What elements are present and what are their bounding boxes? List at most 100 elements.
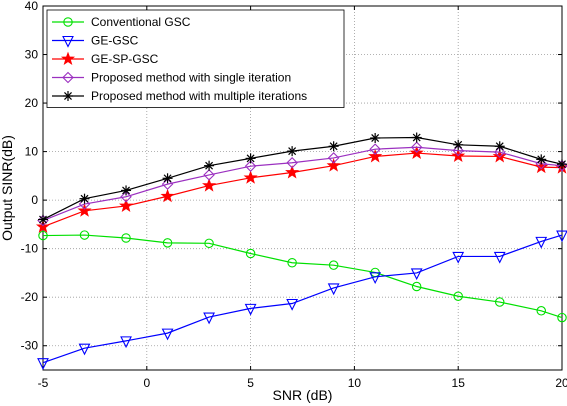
data-point: [245, 153, 256, 164]
legend-box: [46, 9, 345, 108]
x-axis-ticks: -5 0 5 10 15 20: [38, 6, 567, 390]
series-layer: [35, 132, 567, 370]
legend-marker: [62, 35, 74, 48]
series-1: [38, 230, 567, 323]
data-point: [37, 214, 49, 227]
data-point: [203, 169, 215, 181]
x-axis-label: SNR (dB): [273, 387, 333, 403]
data-point: [410, 141, 423, 154]
data-point: [370, 133, 381, 144]
legend-marker: [63, 17, 73, 27]
data-point: [286, 298, 299, 311]
x-tick-label: 15: [452, 376, 466, 390]
legend-label: Conventional GSC: [91, 15, 191, 29]
data-point: [162, 173, 173, 184]
data-point: [328, 260, 339, 270]
asterisk-stroke: [205, 161, 214, 170]
series-line: [42, 152, 563, 228]
data-point: [452, 144, 464, 157]
y-axis-ticks: -30 -20 -10 0 10 20 30 40: [21, 0, 562, 353]
data-point: [536, 154, 547, 165]
asterisk-stroke: [246, 154, 255, 163]
data-point: [204, 238, 214, 249]
asterisk-stroke: [122, 186, 130, 195]
series-line: [42, 234, 563, 319]
asterisk-stroke: [64, 92, 72, 100]
asterisk-stroke: [454, 140, 463, 149]
data-point: [326, 158, 341, 172]
data-point: [287, 146, 298, 157]
series-2: [37, 230, 567, 370]
data-point: [287, 257, 297, 268]
x-tick-label: 10: [348, 376, 362, 390]
data-point: [203, 312, 215, 325]
y-tick-label: -10: [21, 242, 39, 256]
asterisk-stroke: [412, 133, 421, 142]
data-point: [77, 203, 92, 217]
asterisk-stroke: [495, 142, 504, 151]
y-tick-label: 10: [25, 145, 39, 159]
data-point: [118, 198, 134, 212]
data-point: [493, 146, 506, 158]
data-point: [204, 160, 215, 171]
asterisk-stroke: [39, 215, 47, 224]
y-axis-label: Output SINR(dB): [0, 135, 15, 241]
data-point: [368, 149, 383, 163]
data-point: [535, 236, 548, 249]
data-point: [452, 251, 465, 264]
legend: Conventional GSC GE-GSC GE-SP-GSC Proposed …: [46, 9, 345, 108]
data-point: [327, 283, 340, 296]
plot-frame: [42, 5, 563, 371]
data-point: [453, 139, 464, 150]
data-point: [557, 159, 567, 170]
asterisk-stroke: [80, 194, 89, 203]
series-line: [42, 234, 563, 364]
legend-entry: Conventional GSC: [52, 15, 191, 29]
data-point: [78, 343, 91, 356]
data-point: [121, 185, 132, 196]
data-point: [453, 291, 463, 301]
legend-entry: Proposed method with multiple iterations: [52, 89, 307, 103]
y-tick-label: 30: [25, 48, 39, 62]
data-point: [285, 165, 300, 179]
asterisk-stroke: [329, 142, 338, 151]
legend-entry: Proposed method with single iteration: [52, 71, 291, 85]
legend-entry: GE-GSC: [52, 34, 139, 48]
data-point: [79, 193, 90, 204]
series-5: [38, 132, 567, 225]
asterisk-stroke: [537, 155, 546, 164]
data-point: [410, 268, 423, 281]
data-point: [160, 188, 175, 203]
data-point: [286, 156, 298, 169]
data-point: [492, 149, 507, 163]
data-point: [37, 358, 49, 370]
data-point: [120, 336, 132, 349]
y-tick-label: 20: [25, 96, 39, 110]
legend-marker: [63, 91, 73, 101]
x-tick-label: 0: [143, 376, 150, 390]
legend-entry: GE-SP-GSC: [52, 51, 159, 66]
data-point: [494, 297, 505, 307]
y-tick-label: -20: [21, 290, 39, 304]
data-point: [536, 306, 546, 316]
legend-label: GE-SP-GSC: [91, 52, 159, 66]
legend-label: Proposed method with single iteration: [91, 71, 291, 85]
asterisk-stroke: [288, 147, 297, 156]
data-point: [411, 281, 422, 292]
data-point: [244, 303, 257, 316]
data-point: [328, 141, 339, 152]
legend-label: Proposed method with multiple iterations: [91, 89, 307, 103]
data-point: [161, 328, 174, 341]
data-point: [494, 141, 505, 152]
y-tick-label: 40: [25, 0, 39, 13]
data-point: [38, 230, 48, 241]
x-tick-label: -5: [38, 376, 49, 390]
data-point: [245, 248, 256, 259]
legend-marker: [62, 71, 74, 84]
asterisk-stroke: [371, 134, 380, 142]
legend-label: GE-GSC: [91, 34, 139, 48]
data-point: [557, 312, 567, 323]
data-point: [244, 160, 257, 172]
data-point: [556, 230, 567, 243]
asterisk-stroke: [558, 160, 566, 169]
